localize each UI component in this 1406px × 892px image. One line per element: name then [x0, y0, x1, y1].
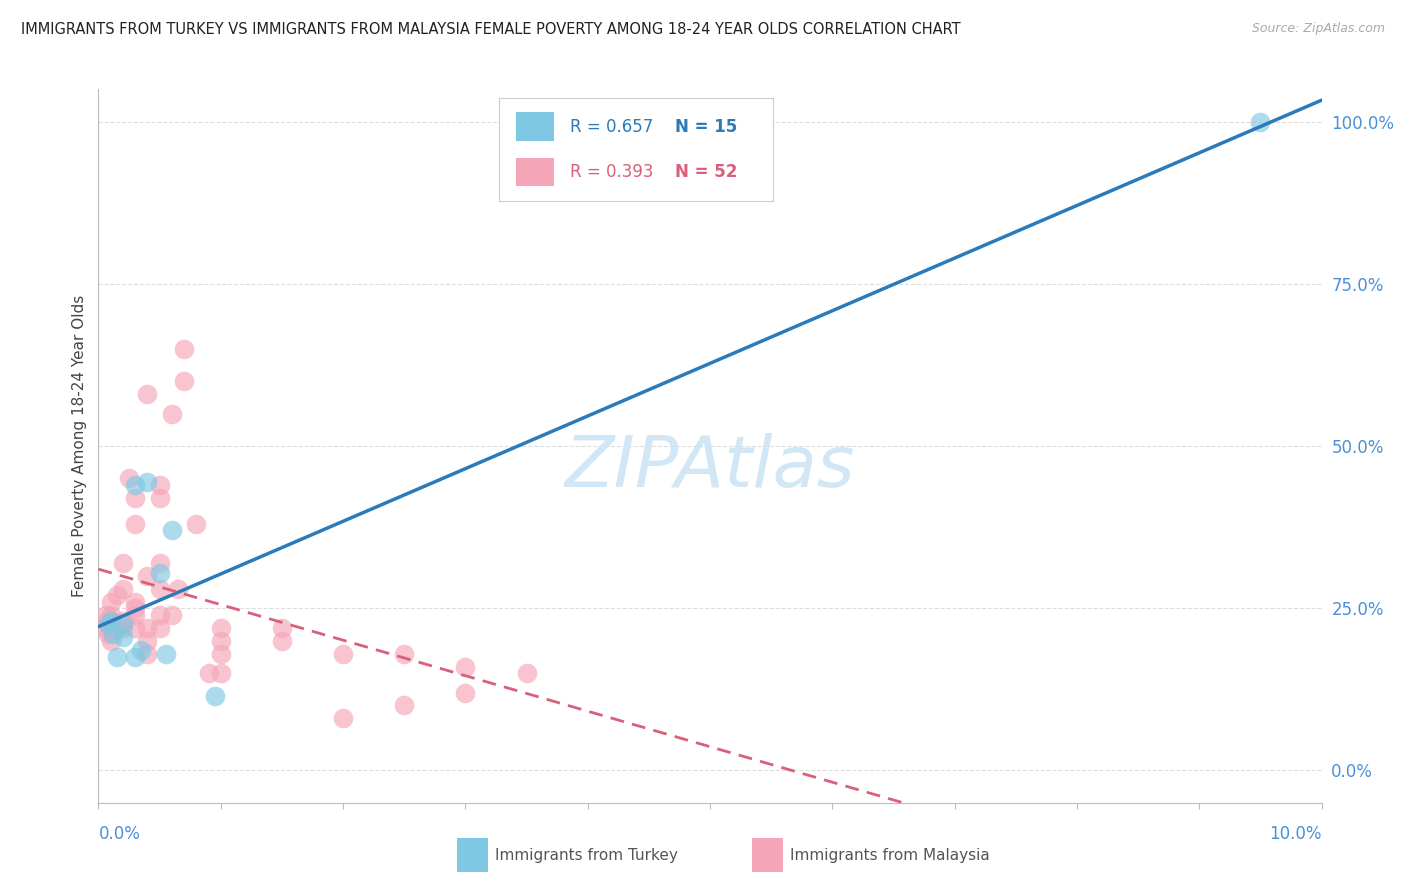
Point	[124, 649, 146, 664]
Point	[209, 647, 232, 661]
Text: IMMIGRANTS FROM TURKEY VS IMMIGRANTS FROM MALAYSIA FEMALE POVERTY AMONG 18-24 YE: IMMIGRANTS FROM TURKEY VS IMMIGRANTS FRO…	[21, 22, 960, 37]
Point	[136, 387, 159, 401]
Point	[100, 595, 122, 609]
Point	[93, 621, 115, 635]
Text: R = 0.393: R = 0.393	[571, 163, 654, 181]
Point	[392, 698, 416, 713]
Point	[105, 621, 128, 635]
Point	[209, 621, 232, 635]
Point	[124, 601, 146, 615]
Point	[129, 643, 152, 657]
Point	[160, 607, 183, 622]
Point	[124, 621, 146, 635]
Point	[136, 475, 159, 489]
Point	[124, 595, 146, 609]
Point	[149, 566, 172, 580]
Text: 10.0%: 10.0%	[1270, 825, 1322, 843]
Point	[149, 607, 172, 622]
Point	[149, 582, 172, 596]
Point	[454, 685, 477, 699]
Point	[124, 491, 146, 505]
Point	[209, 633, 232, 648]
Point	[97, 627, 120, 641]
Text: R = 0.657: R = 0.657	[571, 118, 654, 136]
Point	[209, 666, 232, 681]
Point	[100, 614, 122, 628]
Point	[270, 621, 292, 635]
Point	[160, 407, 183, 421]
Text: ZIPAtlas: ZIPAtlas	[565, 433, 855, 502]
Point	[136, 647, 159, 661]
Point	[392, 647, 416, 661]
Point	[111, 631, 134, 645]
Point	[111, 617, 134, 632]
Point	[111, 582, 134, 596]
Point	[173, 374, 195, 388]
Bar	[516, 158, 554, 186]
Point	[124, 478, 146, 492]
Point	[118, 471, 141, 485]
Point	[97, 617, 120, 632]
Point	[167, 582, 190, 596]
Point	[149, 478, 172, 492]
Text: Immigrants from Malaysia: Immigrants from Malaysia	[790, 848, 990, 863]
Text: Immigrants from Turkey: Immigrants from Turkey	[495, 848, 678, 863]
Point	[105, 649, 128, 664]
Point	[111, 556, 134, 570]
Point	[197, 666, 219, 681]
Point	[100, 633, 122, 648]
Point	[173, 342, 195, 356]
Point	[94, 607, 117, 622]
Point	[136, 633, 159, 648]
Point	[100, 607, 122, 622]
Y-axis label: Female Poverty Among 18-24 Year Olds: Female Poverty Among 18-24 Year Olds	[72, 295, 87, 597]
Point	[136, 621, 159, 635]
Point	[1249, 114, 1271, 128]
Point	[111, 621, 134, 635]
Point	[516, 666, 538, 681]
Text: 0.0%: 0.0%	[98, 825, 141, 843]
Text: Source: ZipAtlas.com: Source: ZipAtlas.com	[1251, 22, 1385, 36]
Text: N = 52: N = 52	[675, 163, 737, 181]
Point	[111, 614, 134, 628]
Point	[149, 621, 172, 635]
Text: N = 15: N = 15	[675, 118, 737, 136]
Point	[124, 516, 146, 531]
Point	[204, 689, 226, 703]
Bar	[516, 112, 554, 141]
Point	[101, 627, 124, 641]
Point	[105, 588, 128, 602]
Point	[160, 524, 183, 538]
Point	[332, 647, 354, 661]
Point	[100, 614, 122, 628]
Point	[96, 614, 118, 628]
Point	[136, 568, 159, 582]
Point	[155, 647, 177, 661]
Point	[332, 711, 354, 725]
Point	[186, 516, 208, 531]
Point	[149, 556, 172, 570]
Point	[454, 659, 477, 673]
Point	[124, 607, 146, 622]
Point	[270, 633, 292, 648]
Point	[149, 491, 172, 505]
